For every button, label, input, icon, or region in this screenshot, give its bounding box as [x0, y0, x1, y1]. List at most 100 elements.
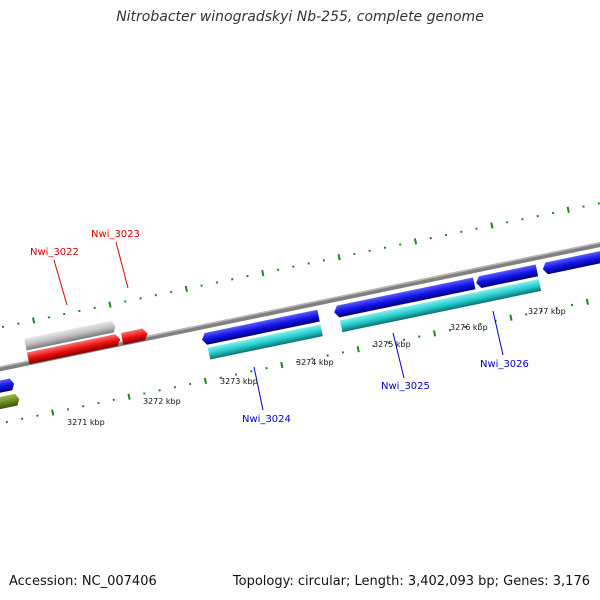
gene-arrow-cyan [339, 279, 542, 333]
minor-tick [551, 211, 555, 215]
gene-arrow-blue [542, 231, 600, 275]
minor-tick [66, 408, 70, 411]
minor-tick [250, 370, 253, 373]
minor-tick [17, 322, 20, 325]
major-tick [280, 361, 284, 369]
minor-tick [521, 218, 524, 221]
minor-tick [540, 310, 543, 313]
minor-tick [295, 360, 299, 364]
gene-arrow-gray [24, 320, 116, 351]
accession-text: Accession: NC_007406 [9, 574, 157, 589]
scale-tick-label: 3276 kbp [450, 323, 488, 332]
minor-tick [383, 246, 387, 249]
minor-tick [418, 335, 421, 338]
gene-arrow-blue [334, 277, 476, 318]
scale-tick-label: 3272 kbp [143, 397, 181, 406]
gene-label: Nwi_3026 [480, 359, 529, 370]
leader-line [492, 310, 504, 356]
major-tick [337, 254, 341, 261]
major-tick [184, 285, 188, 292]
major-tick [261, 269, 265, 277]
major-tick [32, 317, 36, 324]
minor-tick [173, 386, 177, 389]
minor-tick [505, 221, 509, 224]
minor-tick [307, 262, 310, 265]
gene-label: Nwi_3025 [381, 381, 430, 392]
minor-tick [387, 341, 390, 345]
minor-tick [124, 300, 127, 303]
minor-tick [322, 259, 326, 262]
major-tick [108, 301, 112, 308]
gene-arrow-red [120, 328, 148, 345]
major-tick [432, 330, 437, 337]
minor-tick [169, 290, 173, 294]
major-tick [413, 238, 418, 245]
minor-tick [460, 230, 463, 234]
leader-line [253, 366, 264, 411]
minor-tick [265, 367, 268, 370]
minor-tick [47, 316, 51, 319]
minor-tick [402, 338, 406, 341]
minor-tick [62, 312, 66, 316]
minor-tick [5, 420, 9, 424]
genome-backbone [0, 202, 600, 411]
scale-tick-label: 3274 kbp [296, 358, 334, 367]
minor-tick [372, 344, 375, 348]
outer-tick-track [1, 202, 600, 328]
major-tick [490, 222, 494, 229]
major-tick [51, 409, 55, 416]
major-tick [356, 346, 360, 353]
scale-tick-label: 3277 kbp [528, 307, 566, 316]
minor-tick [188, 382, 192, 386]
minor-tick [93, 306, 96, 309]
minor-tick [444, 233, 448, 237]
minor-tick [154, 293, 158, 297]
minor-tick [231, 278, 234, 281]
minor-tick [597, 202, 600, 205]
leader-line [115, 241, 129, 289]
gene-arrow-blue [476, 264, 539, 288]
major-tick [127, 393, 131, 400]
minor-tick [311, 357, 314, 360]
major-tick [203, 377, 208, 384]
minor-tick [20, 417, 24, 421]
minor-tick [525, 313, 528, 316]
minor-tick [570, 303, 574, 307]
scale-tick-label: 3271 kbp [67, 418, 105, 427]
minor-tick [112, 398, 115, 402]
leader-line [392, 332, 405, 379]
major-tick [509, 314, 513, 321]
minor-tick [158, 389, 161, 392]
gene-label: Nwi_3023 [91, 229, 140, 240]
minor-tick [353, 252, 356, 256]
major-tick [566, 206, 570, 213]
minor-tick [479, 322, 482, 326]
minor-tick [97, 401, 100, 405]
minor-tick [399, 243, 402, 246]
minor-tick [582, 205, 585, 208]
genome-summary-text: Topology: circular; Length: 3,402,093 bp… [232, 574, 590, 589]
minor-tick [368, 249, 371, 253]
minor-tick [82, 404, 85, 408]
inner-tick-track [5, 298, 589, 424]
scale-tick-label: 3273 kbp [220, 377, 258, 386]
major-tick [585, 298, 589, 305]
minor-tick [326, 354, 329, 357]
leader-line [53, 259, 68, 306]
minor-tick [463, 325, 467, 329]
minor-tick [246, 274, 249, 278]
minor-tick [555, 306, 558, 310]
minor-tick [200, 284, 203, 287]
minor-tick [341, 351, 345, 354]
gene-label: Nwi_3022 [30, 247, 79, 258]
minor-tick [448, 329, 452, 332]
minor-tick [234, 373, 238, 376]
gene-arrow-olive [0, 393, 20, 427]
minor-tick [215, 281, 219, 284]
gene-arrow-blue [202, 309, 320, 345]
minor-tick [36, 414, 39, 417]
scale-tick-label: 3275 kbp [373, 340, 411, 349]
gene-arrow-red [26, 334, 121, 365]
minor-tick [292, 265, 295, 268]
